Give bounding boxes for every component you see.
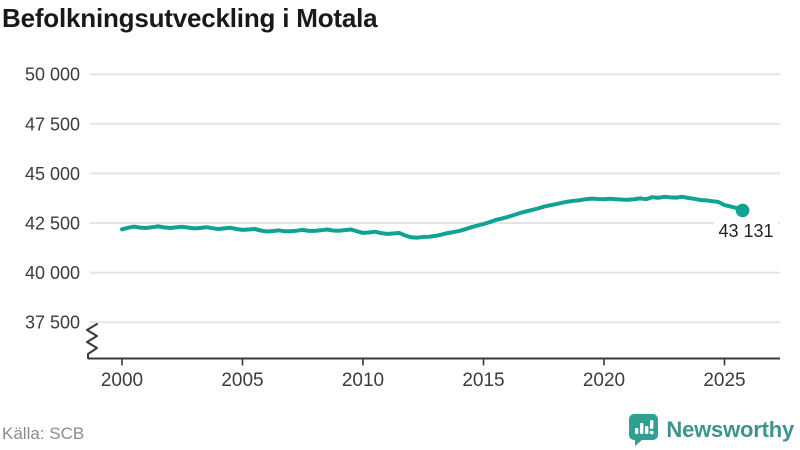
newsworthy-speech-bubble-chart-icon — [628, 413, 659, 447]
y-axis-break — [86, 323, 98, 359]
population-line — [120, 194, 745, 240]
newsworthy-logo[interactable]: Newsworthy — [628, 412, 794, 448]
y-tick-label: 40 000 — [25, 263, 80, 283]
newsworthy-wordmark: Newsworthy — [666, 417, 794, 442]
source-note: Källa: SCB — [2, 424, 85, 443]
y-tick-label: 45 000 — [25, 164, 80, 184]
x-tick-label: 2025 — [703, 370, 745, 391]
last-value-label: 43 131 — [714, 221, 778, 242]
x-tick-label: 2010 — [342, 370, 384, 391]
x-tick-label: 2015 — [462, 370, 504, 391]
chart-title: Befolkningsutveckling i Motala — [2, 3, 378, 33]
y-tick-label: 50 000 — [25, 65, 80, 85]
y-tick-label: 47 500 — [25, 114, 80, 134]
x-tick-label: 2020 — [583, 370, 625, 391]
x-tick-label: 2005 — [221, 370, 263, 391]
end-point-marker — [735, 203, 750, 218]
y-tick-label: 42 500 — [25, 214, 80, 234]
y-tick-label: 37 500 — [25, 313, 80, 333]
x-tick-label: 2000 — [101, 370, 143, 391]
